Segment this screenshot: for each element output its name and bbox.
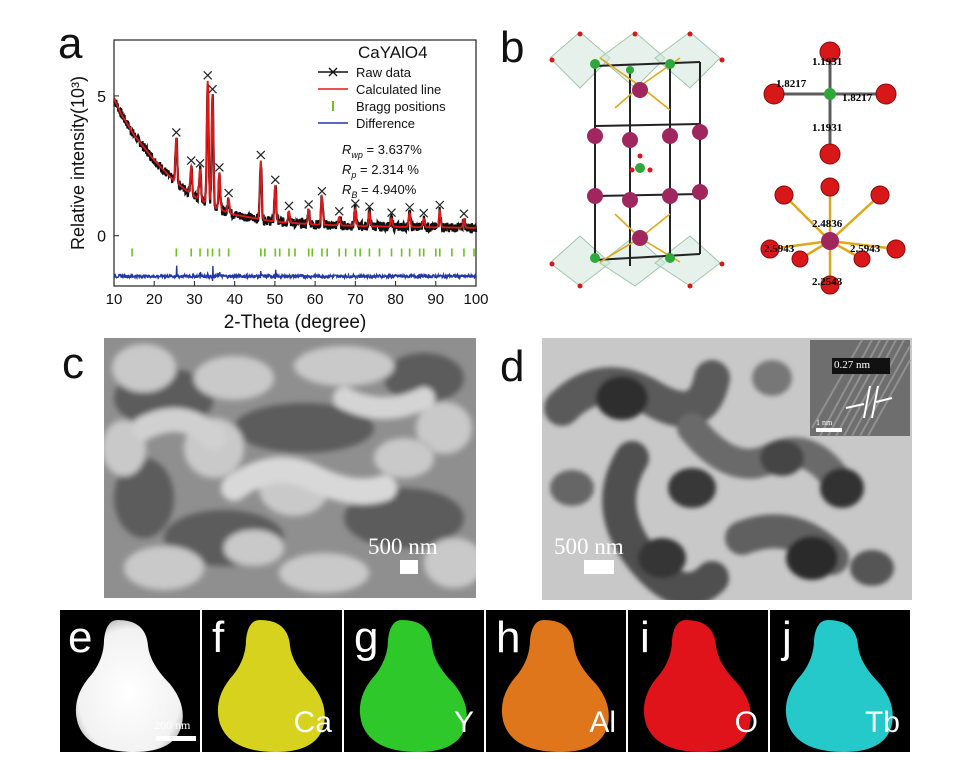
bond-al-top: 1.1931 <box>812 56 843 68</box>
hrtem-scale-label: 1 nm <box>816 418 833 427</box>
raw-marker-5 <box>214 163 224 172</box>
raw-marker-9 <box>284 201 294 211</box>
haadf-scale-bar <box>156 736 196 741</box>
xrd-chart: 10 20 30 40 50 60 70 80 90 100 0 5 2-Theta (degree) R… <box>68 39 489 333</box>
bond-y-bottom: 2.2543 <box>812 276 843 288</box>
x-tick-label-60: 60 <box>307 291 324 308</box>
panel-label-a: a <box>58 19 83 68</box>
panel-label-f: f <box>212 613 225 662</box>
y-coordination <box>760 177 906 295</box>
tem-scale-bar <box>584 560 614 574</box>
hrtem-spacing-label: 0.27 nm <box>834 359 871 371</box>
panel-label-h: h <box>496 613 521 662</box>
raw-marker-17 <box>419 208 429 218</box>
eds-map-tb: j Tb <box>770 610 910 752</box>
panel-label-c: c <box>62 339 84 388</box>
eds-map-ca: f Ca <box>202 610 342 752</box>
sem-scale-bar <box>400 560 418 574</box>
panel-label-b: b <box>500 23 525 72</box>
panel-label-d: d <box>500 342 525 391</box>
y-axis-label: Relative intensity(10³) <box>68 76 88 250</box>
legend-label-2: Bragg positions <box>356 99 446 114</box>
raw-marker-12 <box>334 206 344 216</box>
bond-y-right: 2.5943 <box>850 243 881 255</box>
raw-marker-2 <box>195 158 205 168</box>
x-tick-label-50: 50 <box>267 291 284 308</box>
bond-al-right: 1.8217 <box>842 92 873 104</box>
series-difference <box>113 265 477 281</box>
raw-marker-19 <box>459 209 469 219</box>
panel-label-g: g <box>354 613 379 662</box>
x-tick-label-100: 100 <box>463 291 488 308</box>
raw-marker-11 <box>317 186 327 196</box>
stat-2: RB = 4.940% <box>342 182 417 200</box>
raw-marker-7 <box>256 150 266 160</box>
ca-map-particle <box>217 620 325 752</box>
element-label-o: O <box>734 706 758 739</box>
bond-y-left: 2.5943 <box>764 243 795 255</box>
raw-marker-14 <box>364 202 374 212</box>
raw-marker-6 <box>224 188 234 198</box>
crystal-structure <box>549 31 725 289</box>
x-tick-label-20: 20 <box>146 291 163 308</box>
stat-1: Rp = 2.314 % <box>342 162 419 180</box>
raw-marker-18 <box>435 200 445 210</box>
o-map-particle <box>643 620 751 752</box>
x-tick-label-40: 40 <box>226 291 243 308</box>
raw-marker-1 <box>186 156 196 165</box>
x-axis-label: 2-Theta (degree) <box>224 312 367 333</box>
stat-0: Rwp = 3.637% <box>342 142 422 160</box>
series-calculated-line <box>113 80 477 229</box>
bond-al-left: 1.8217 <box>776 78 807 90</box>
element-label-tb: Tb <box>864 706 900 739</box>
eds-map-o: i O <box>628 610 768 752</box>
panel-label-e: e <box>68 613 93 662</box>
raw-marker-16 <box>405 202 415 212</box>
haadf-tile: e 200 nm <box>60 610 200 752</box>
sem-image <box>104 338 476 598</box>
raw-marker-4 <box>208 84 217 94</box>
element-label-al: Al <box>589 706 616 739</box>
hrtem-inset <box>810 339 911 437</box>
al-map-particle <box>501 620 609 752</box>
y-map-particle <box>359 620 467 752</box>
haadf-scale-label: 200 nm <box>154 718 191 732</box>
legend-label-3: Difference <box>356 116 415 131</box>
legend-label-1: Calculated line <box>356 82 441 97</box>
x-tick-label-90: 90 <box>427 291 444 308</box>
x-tick-label-70: 70 <box>347 291 364 308</box>
element-label-ca: Ca <box>293 706 332 739</box>
panel-label-i: i <box>640 613 650 662</box>
raw-marker-15 <box>387 208 396 218</box>
raw-marker-10 <box>304 200 314 209</box>
plot-frame <box>113 39 477 287</box>
y-tick-label-5: 5 <box>97 89 106 106</box>
tem-scale-label: 500 nm <box>554 534 624 559</box>
panel-label-j: j <box>782 613 792 662</box>
raw-marker-3 <box>203 70 213 80</box>
x-tick-label-10: 10 <box>106 291 123 308</box>
eds-map-y: g Y <box>344 610 484 752</box>
raw-marker-0 <box>171 127 181 137</box>
bond-al-bottom: 1.1931 <box>812 122 843 134</box>
legend-label-0: Raw data <box>356 65 412 80</box>
tb-map-particle <box>785 620 893 752</box>
eds-map-al: h Al <box>486 610 626 752</box>
raw-marker-8 <box>270 175 280 185</box>
tem-image <box>542 338 912 600</box>
legend-marker-raw <box>328 67 338 77</box>
chart-title: CaYAlO4 <box>358 43 428 62</box>
sem-scale-label: 500 nm <box>368 534 438 559</box>
bond-y-top: 2.4836 <box>812 218 843 230</box>
al-coordination <box>763 41 897 165</box>
element-label-y: Y <box>453 706 474 739</box>
haadf-particle <box>75 620 183 752</box>
raw-marker-13 <box>350 199 360 208</box>
y-tick-label-0: 0 <box>97 229 106 246</box>
x-tick-label-30: 30 <box>186 291 203 308</box>
x-tick-label-80: 80 <box>387 291 404 308</box>
